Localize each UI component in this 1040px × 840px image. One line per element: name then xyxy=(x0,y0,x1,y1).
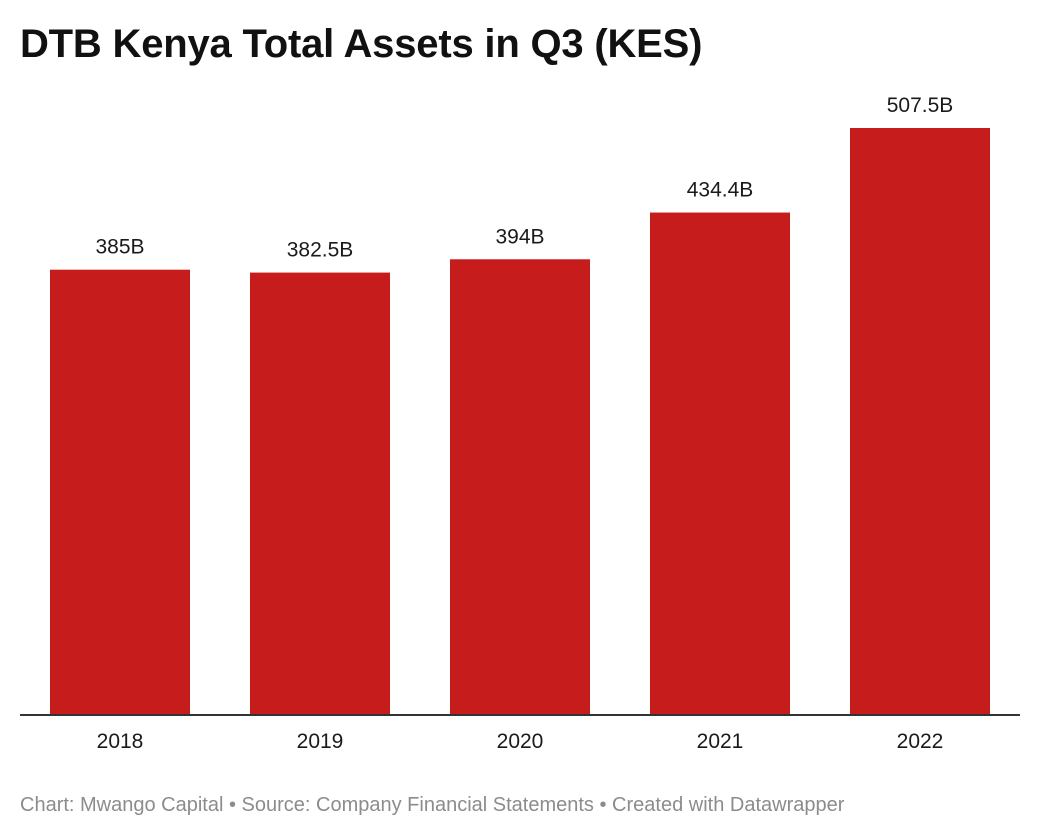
bar-2019 xyxy=(250,272,390,715)
bar-2022 xyxy=(850,128,990,715)
chart-footer: Chart: Mwango Capital • Source: Company … xyxy=(20,794,845,816)
bar-2020 xyxy=(450,259,590,715)
data-label-2021: 434.4B xyxy=(687,179,754,202)
chart-title: DTB Kenya Total Assets in Q3 (KES) xyxy=(20,22,703,66)
x-tick-label-2019: 2019 xyxy=(297,730,344,753)
bar-chart: 385B 2018 382.5B 2019 394B 2020 434.4B 2021 507.… xyxy=(20,94,1020,753)
x-tick-label-2021: 2021 xyxy=(697,730,744,753)
data-label-2018: 385B xyxy=(95,236,144,259)
bar-2018 xyxy=(50,269,190,715)
bar-2021 xyxy=(650,212,790,715)
x-tick-label-2018: 2018 xyxy=(97,730,144,753)
x-tick-label-2022: 2022 xyxy=(897,730,944,753)
data-label-2022: 507.5B xyxy=(887,94,954,117)
data-label-2020: 394B xyxy=(495,225,544,248)
data-label-2019: 382.5B xyxy=(287,239,354,262)
x-tick-label-2020: 2020 xyxy=(497,730,544,753)
chart-area: 385B 2018 382.5B 2019 394B 2020 434.4B 2021 507.… xyxy=(0,80,1040,770)
